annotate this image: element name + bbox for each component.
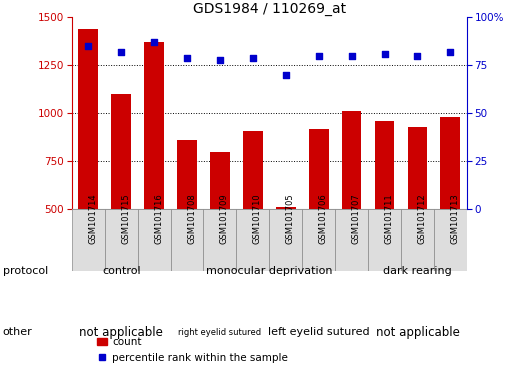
- Point: [446, 49, 455, 55]
- Bar: [204, 209, 236, 271]
- Bar: [177, 140, 197, 209]
- Bar: [170, 209, 204, 271]
- Bar: [401, 209, 434, 271]
- Point: [183, 55, 191, 61]
- Text: GSM101714: GSM101714: [88, 193, 97, 244]
- Bar: [78, 29, 98, 209]
- Point: [282, 72, 290, 78]
- Text: GSM101712: GSM101712: [418, 193, 426, 244]
- Bar: [407, 127, 427, 209]
- Point: [314, 53, 323, 59]
- Point: [117, 49, 125, 55]
- Bar: [243, 131, 263, 209]
- Bar: [111, 94, 131, 209]
- Title: GDS1984 / 110269_at: GDS1984 / 110269_at: [193, 2, 346, 16]
- Bar: [342, 111, 362, 209]
- Point: [381, 51, 389, 57]
- Bar: [441, 117, 460, 209]
- Bar: [105, 209, 137, 271]
- Text: GSM101709: GSM101709: [220, 193, 229, 244]
- Point: [413, 53, 422, 59]
- Text: not applicable: not applicable: [376, 326, 459, 339]
- Text: dark rearing: dark rearing: [383, 266, 452, 276]
- Text: monocular deprivation: monocular deprivation: [206, 266, 332, 276]
- Bar: [137, 209, 170, 271]
- Bar: [309, 129, 328, 209]
- Text: GSM101711: GSM101711: [385, 193, 393, 244]
- Point: [150, 39, 158, 45]
- Text: GSM101705: GSM101705: [286, 193, 295, 244]
- Bar: [368, 209, 401, 271]
- Text: protocol: protocol: [3, 266, 48, 276]
- Legend: count, percentile rank within the sample: count, percentile rank within the sample: [97, 338, 288, 362]
- Text: GSM101710: GSM101710: [253, 193, 262, 244]
- Point: [249, 55, 257, 61]
- Bar: [236, 209, 269, 271]
- Text: GSM101715: GSM101715: [121, 193, 130, 244]
- Bar: [210, 152, 230, 209]
- Bar: [374, 121, 394, 209]
- Bar: [276, 207, 295, 209]
- Point: [84, 43, 92, 49]
- Text: GSM101713: GSM101713: [450, 193, 459, 244]
- Bar: [302, 209, 335, 271]
- Bar: [269, 209, 302, 271]
- Bar: [72, 209, 105, 271]
- Bar: [144, 42, 164, 209]
- Text: control: control: [102, 266, 141, 276]
- Point: [347, 53, 356, 59]
- Bar: [335, 209, 368, 271]
- Text: GSM101708: GSM101708: [187, 193, 196, 244]
- Text: right eyelid sutured: right eyelid sutured: [179, 328, 262, 337]
- Text: left eyelid sutured: left eyelid sutured: [268, 327, 369, 337]
- Text: not applicable: not applicable: [80, 326, 163, 339]
- Bar: [434, 209, 467, 271]
- Text: GSM101716: GSM101716: [154, 193, 163, 244]
- Text: GSM101707: GSM101707: [351, 193, 361, 244]
- Text: GSM101706: GSM101706: [319, 193, 328, 244]
- Text: other: other: [3, 327, 32, 337]
- Point: [216, 56, 224, 63]
